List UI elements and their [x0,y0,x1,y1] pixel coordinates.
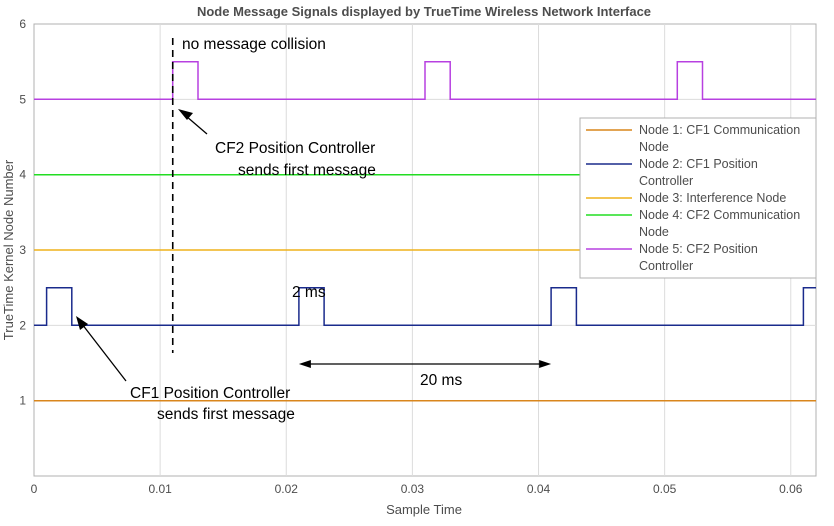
period-arrow-right-head [539,360,552,368]
x-tick-label: 0.05 [653,482,677,496]
cf1-first-message-arrow [81,323,127,382]
cf2-arrow-head [178,109,193,120]
series-line-node-5 [34,60,816,101]
legend-entry: Node 2: CF1 Position Controller [639,157,758,188]
legend-entry: Node 4: CF2 Communication Node [639,208,800,239]
y-tick-label: 4 [19,168,26,182]
pulse-width-annotation: 2 ms [292,284,326,301]
legend-entry: Node 1: CF1 Communication Node [639,123,800,154]
no-collision-annotation: no message collision [182,36,326,53]
y-tick-label: 2 [19,318,26,332]
x-axis-label: Sample Time [386,502,462,517]
cf2-first-message-line1: CF2 Position Controller [215,140,375,157]
cf1-arrow-head [76,316,88,330]
x-tick-label: 0.06 [779,482,803,496]
cf1-first-message-line1: CF1 Position Controller [130,385,290,402]
x-tick-label: 0 [31,482,38,496]
period-annotation: 20 ms [420,372,462,389]
series-line-node-2 [34,286,816,327]
period-arrow-left-head [298,360,311,368]
x-tick-label: 0.04 [527,482,551,496]
y-tick-label: 3 [19,243,26,257]
y-axis-label: TrueTime Kernel Node Number [1,159,16,340]
x-tick-label: 0.01 [148,482,172,496]
y-tick-label: 1 [19,394,26,408]
chart-title: Node Message Signals displayed by TrueTi… [197,4,651,19]
legend-entry: Node 5: CF2 Position Controller [639,242,758,273]
y-tick-label: 5 [19,92,26,106]
x-tick-label: 0.03 [401,482,425,496]
legend-entry: Node 3: Interference Node [639,191,786,205]
cf2-first-message-arrow [185,115,208,135]
cf2-first-message-line2: sends first message [238,162,376,179]
annotations: no message collision CF2 Position Contro… [76,36,552,423]
x-tick-label: 0.02 [275,482,299,496]
tick-labels: 0 0.01 0.02 0.03 0.04 0.05 0.06 1 2 3 4 5 6 [19,17,802,496]
cf1-first-message-line2: sends first message [157,406,295,423]
y-tick-label: 6 [19,17,26,31]
